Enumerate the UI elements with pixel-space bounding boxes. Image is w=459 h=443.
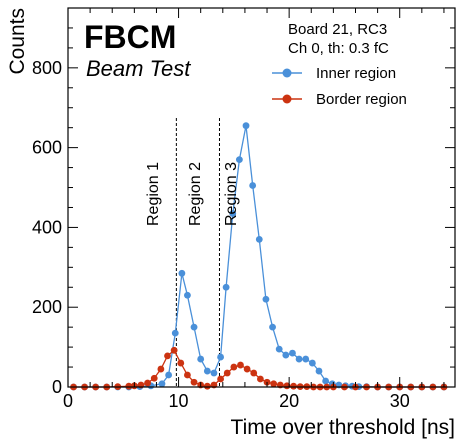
x-tick-label: 30 xyxy=(390,391,410,411)
legend: Inner region Border region xyxy=(272,65,407,108)
series-0-point xyxy=(308,359,316,367)
series-0-point xyxy=(203,367,211,375)
series-1-point xyxy=(184,371,191,379)
series-0-point xyxy=(229,210,237,217)
series-0-point xyxy=(269,323,276,331)
y-tick-label: 800 xyxy=(32,58,62,78)
series-0-point xyxy=(197,355,205,363)
region-1-label: Region 1 xyxy=(145,162,162,226)
series-1-point xyxy=(270,380,278,388)
region-2-label: Region 2 xyxy=(187,162,204,226)
series-1-point xyxy=(243,365,251,373)
series-0-point xyxy=(249,182,257,189)
series-1-point xyxy=(144,379,152,387)
legend-label-inner: Inner region xyxy=(316,65,396,82)
y-tick-label: 200 xyxy=(32,297,62,317)
series-1-point xyxy=(230,363,238,371)
series-1-point xyxy=(125,382,133,390)
series-1-point xyxy=(164,352,171,360)
series-1-point xyxy=(177,359,185,367)
legend-marker-inner xyxy=(282,68,292,78)
info-line-channel: Ch 0, th: 0.3 fC xyxy=(288,40,389,57)
series-0-point xyxy=(190,323,198,331)
legend-marker-border xyxy=(282,94,292,104)
series-0-point xyxy=(235,156,243,164)
series-0-point xyxy=(302,355,310,363)
series-1-point xyxy=(203,382,211,390)
series-0-point xyxy=(158,380,166,388)
axes xyxy=(67,7,456,388)
x-tick-label: 10 xyxy=(169,391,189,411)
tick-labels: 0 10 20 30 0 200 400 600 800 xyxy=(32,58,410,411)
series-0-point xyxy=(295,355,303,363)
brand-title: FBCM xyxy=(84,19,176,55)
y-tick-label: 0 xyxy=(52,377,62,397)
series-0-point xyxy=(222,283,230,291)
series-0-point xyxy=(165,371,173,379)
brand-subtitle: Beam Test xyxy=(86,56,191,81)
series-1-point xyxy=(170,346,178,354)
series-layer xyxy=(70,122,448,391)
series-1-point xyxy=(290,382,297,390)
series-0-point xyxy=(210,369,218,377)
region-3-label: Region 3 xyxy=(223,162,240,226)
series-1-point xyxy=(217,375,224,383)
series-1-point xyxy=(250,369,258,377)
series-line-0 xyxy=(73,125,444,388)
x-tick-label: 20 xyxy=(279,391,299,411)
series-0-point xyxy=(289,349,296,357)
series-1-point xyxy=(223,369,231,377)
series-1-point xyxy=(256,375,264,383)
info-line-board: Board 21, RC3 xyxy=(288,21,387,38)
series-0-point xyxy=(282,351,290,359)
series-0-point xyxy=(255,235,263,243)
y-tick-label: 400 xyxy=(32,217,62,237)
series-0-point xyxy=(262,295,270,303)
series-1-point xyxy=(237,361,244,369)
series-1-point xyxy=(190,378,198,386)
series-0-point xyxy=(178,269,186,277)
x-axis-title: Time over threshold [ns] xyxy=(231,416,455,439)
x-tick-label: 0 xyxy=(63,391,73,411)
series-1-point xyxy=(150,374,158,382)
series-0-point xyxy=(184,291,191,299)
series-0-point xyxy=(315,367,323,375)
series-0-point xyxy=(217,353,224,361)
y-axis-title: Counts xyxy=(6,8,29,75)
y-tick-label: 600 xyxy=(32,138,62,158)
series-1-point xyxy=(157,365,165,373)
series-0-point xyxy=(242,122,250,130)
legend-label-border: Border region xyxy=(316,91,407,108)
series-0-point xyxy=(275,345,283,353)
ticks xyxy=(67,7,455,388)
series-0-point xyxy=(322,377,330,385)
plot-frame xyxy=(67,7,456,388)
series-0-point xyxy=(171,329,179,337)
